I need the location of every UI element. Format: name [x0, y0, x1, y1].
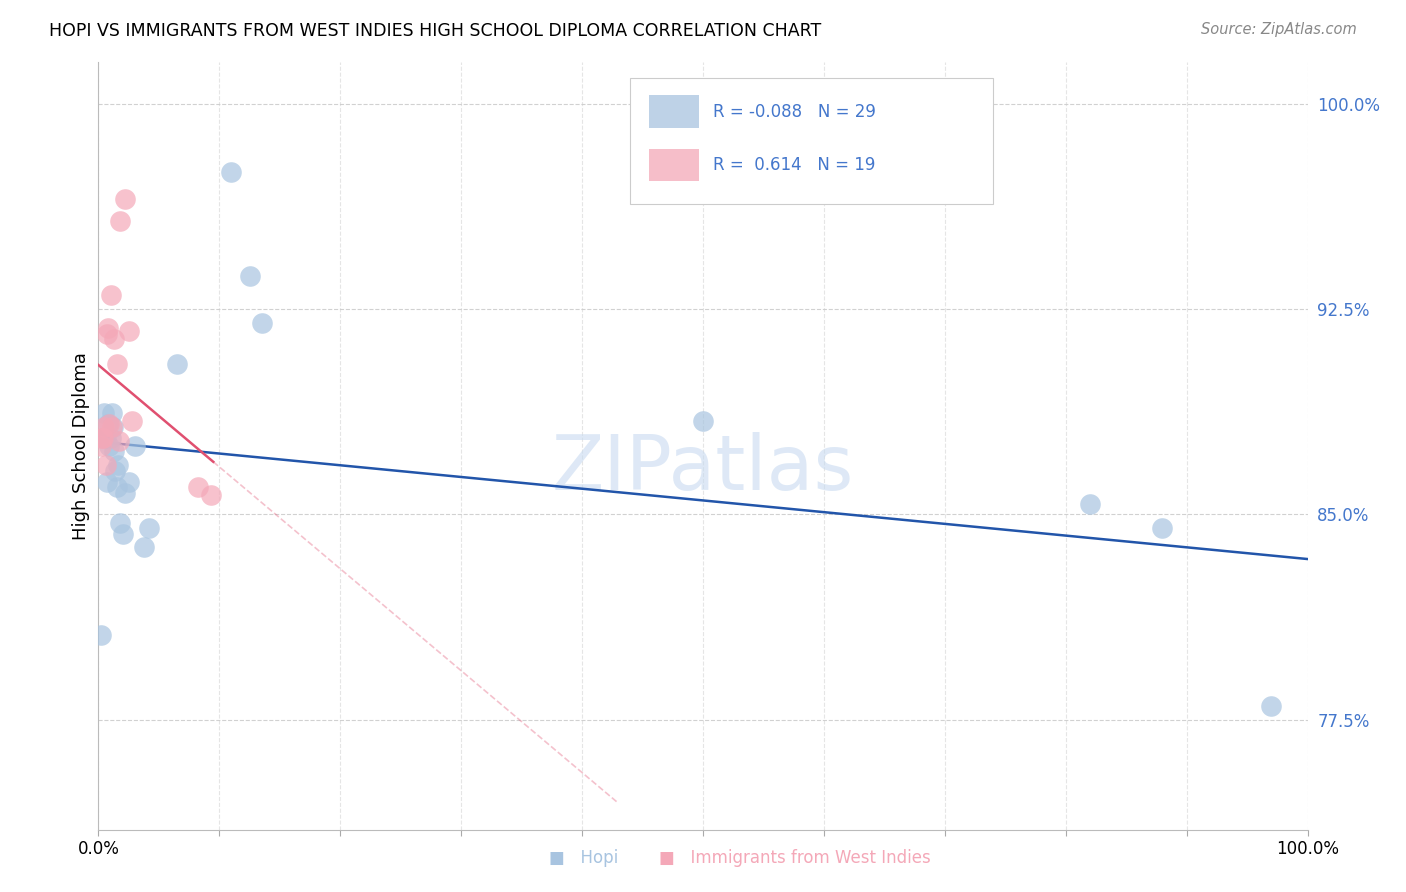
Point	[97, 321, 120, 335]
Text: R =  0.614   N = 19: R = 0.614 N = 19	[713, 156, 875, 174]
Point	[96, 326, 118, 341]
Point	[93, 419, 115, 434]
Text: HOPI VS IMMIGRANTS FROM WEST INDIES HIGH SCHOOL DIPLOMA CORRELATION CHART: HOPI VS IMMIGRANTS FROM WEST INDIES HIGH…	[49, 22, 821, 40]
Text: ■   Hopi: ■ Hopi	[548, 849, 619, 867]
Point	[250, 316, 273, 330]
Point	[124, 439, 146, 453]
Point	[1260, 699, 1282, 714]
Point	[114, 485, 136, 500]
Y-axis label: High School Diploma: High School Diploma	[72, 352, 90, 540]
Point	[1078, 496, 1101, 510]
Point	[100, 419, 122, 434]
Point	[97, 417, 120, 431]
Text: R = -0.088   N = 29: R = -0.088 N = 29	[713, 103, 876, 120]
Point	[100, 431, 122, 445]
Point	[134, 541, 156, 555]
Point	[103, 332, 125, 346]
Point	[692, 414, 714, 428]
Point	[105, 480, 128, 494]
Point	[93, 406, 115, 420]
Point	[239, 269, 262, 284]
Point	[98, 417, 121, 431]
FancyBboxPatch shape	[648, 95, 699, 128]
Point	[118, 324, 141, 338]
Point	[138, 521, 160, 535]
Point	[101, 419, 124, 434]
Point	[90, 628, 112, 642]
FancyBboxPatch shape	[648, 149, 699, 181]
Point	[221, 165, 243, 179]
Point	[105, 357, 128, 371]
Point	[114, 193, 136, 207]
Point	[108, 214, 131, 228]
Point	[166, 357, 188, 371]
Point	[108, 434, 131, 448]
Point	[108, 516, 131, 530]
Text: ZIPatlas: ZIPatlas	[551, 432, 855, 506]
Point	[104, 464, 127, 478]
Point	[1152, 521, 1174, 535]
Point	[91, 431, 114, 445]
Point	[91, 431, 114, 445]
Point	[107, 458, 129, 472]
Point	[90, 439, 112, 453]
Point	[94, 431, 117, 445]
Point	[100, 406, 122, 420]
Point	[118, 475, 141, 489]
Text: ■   Immigrants from West Indies: ■ Immigrants from West Indies	[658, 849, 931, 867]
FancyBboxPatch shape	[630, 78, 993, 204]
Point	[91, 431, 114, 445]
Point	[187, 480, 209, 494]
Point	[96, 475, 118, 489]
Point	[100, 288, 122, 302]
Point	[111, 526, 134, 541]
Point	[94, 458, 117, 472]
Text: Source: ZipAtlas.com: Source: ZipAtlas.com	[1201, 22, 1357, 37]
Point	[98, 439, 121, 453]
Point	[103, 444, 125, 458]
Point	[200, 488, 222, 502]
Point	[121, 414, 143, 428]
